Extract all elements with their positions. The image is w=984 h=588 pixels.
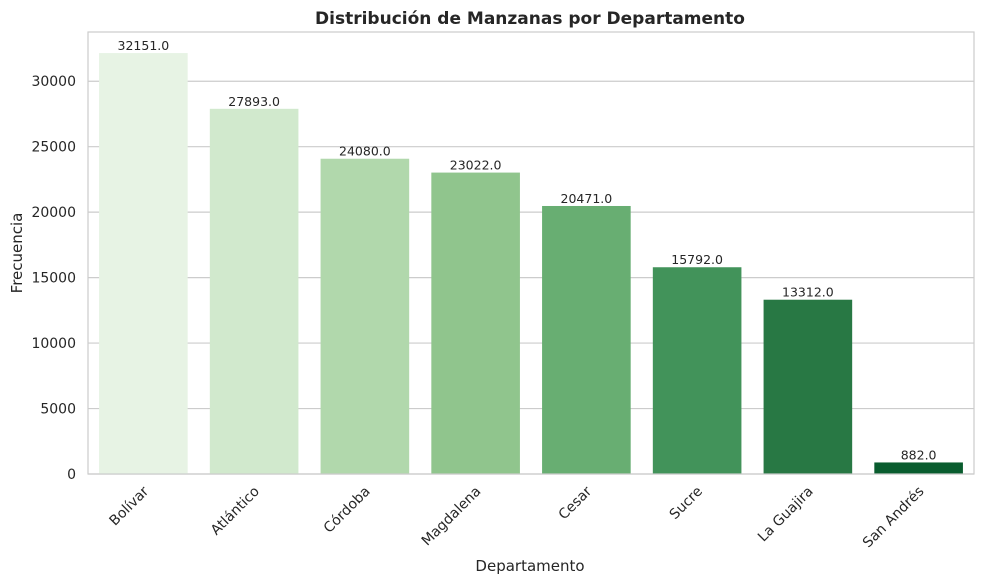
bar-value-label: 13312.0 [782,285,834,300]
bar [320,158,410,474]
bar-value-label: 15792.0 [671,252,723,267]
chart-title: Distribución de Manzanas por Departament… [315,9,745,29]
bar [763,299,853,474]
bar-value-label: 24080.0 [339,144,391,159]
x-axis-label: Departamento [475,557,584,575]
x-tick-label: Atlántico [208,484,263,539]
bar [209,108,299,475]
y-tick-label: 20000 [31,205,76,221]
x-tick-label: Bolívar [107,483,153,529]
bar-value-label: 23022.0 [450,158,502,173]
x-tick-label: Córdoba [321,484,374,537]
bar-value-label: 20471.0 [561,191,613,206]
data-labels: 32151.0 27893.0 24080.0 23022.0 20471.0 15792… [118,38,937,462]
x-axis-ticks: Bolívar Atlántico Córdoba Magdalena Cesar Suc… [107,483,928,551]
bar-value-label: 32151.0 [118,38,170,53]
x-tick-label: La Guajira [755,484,817,546]
bar [652,267,742,474]
bars [99,53,963,475]
x-tick-label: Magdalena [419,484,485,550]
bar [542,205,631,475]
plot-frame [87,31,975,475]
bar-value-label: 27893.0 [228,94,280,109]
y-axis-ticks: 0 5000 10000 15000 20000 25000 30000 [31,74,76,483]
x-tick-label: San Andrés [860,484,928,552]
y-tick-label: 30000 [31,74,76,90]
y-tick-label: 5000 [40,402,76,418]
x-tick-label: Cesar [556,483,596,523]
bar [874,462,963,474]
bar [99,53,188,474]
y-tick-label: 15000 [31,271,76,287]
x-tick-label: Sucre [667,484,706,523]
y-tick-label: 10000 [31,336,76,352]
y-tick-label: 25000 [31,140,76,156]
y-axis-label: Frecuencia [8,213,26,294]
bar [431,172,520,475]
bar-value-label: 882.0 [901,447,937,462]
y-tick-label: 0 [67,467,76,483]
